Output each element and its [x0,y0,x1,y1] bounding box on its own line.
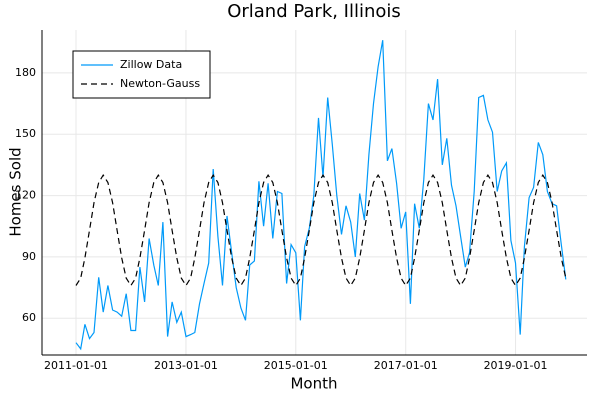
x-axis-label: Month [290,375,337,393]
series-line [75,40,567,351]
y-axis-label: Homes Sold [7,147,25,236]
legend-box [72,50,211,99]
chart-title: Orland Park, Illinois [227,1,401,22]
x-tick-label: 2017-01-01 [374,359,438,372]
y-tick-label: 180 [15,66,36,79]
x-tick-label: 2015-01-01 [264,359,328,372]
x-tick-label: 2013-01-01 [154,359,218,372]
y-tick-label: 150 [15,127,36,140]
series-line [75,173,567,287]
y-tick-label: 90 [22,250,36,263]
legend-label: Newton-Gauss [120,77,200,90]
y-tick-label: 60 [22,311,36,324]
legend-label: Zillow Data [120,58,182,71]
x-tick-label: 2019-01-01 [484,359,548,372]
y-tick-label: 120 [15,189,36,202]
x-tick-label: 2011-01-01 [44,359,108,372]
